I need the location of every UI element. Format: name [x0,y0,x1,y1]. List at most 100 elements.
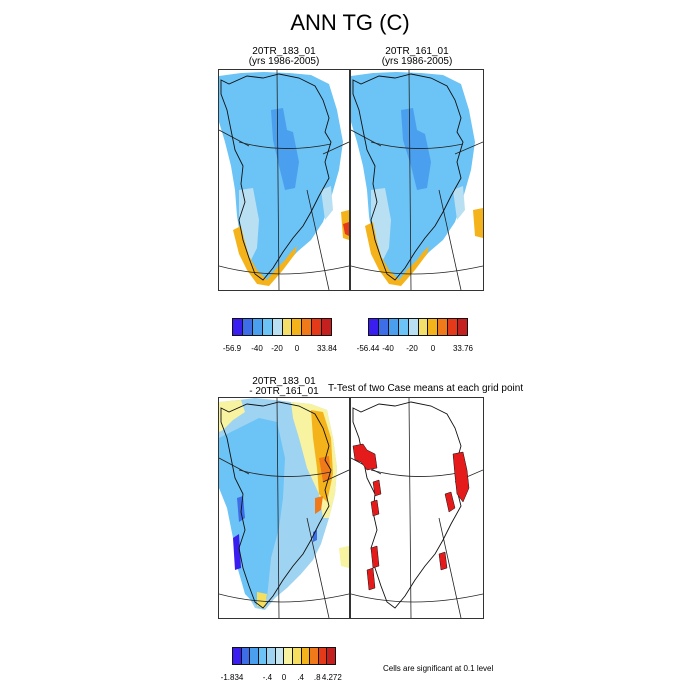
panel1-latitude-line [219,265,349,275]
colorbar-2-swatch [388,319,399,335]
panel4-title: T-Test of two Case means at each grid po… [328,383,524,394]
panel1-map [218,69,350,291]
panel4-latitude-line [370,469,464,477]
panel2-latitude-line [370,141,464,149]
panel1-warm-rim [233,226,297,286]
panel2-warm-east [473,208,483,238]
panel1-lightblue-east [321,186,333,220]
colorbar-2 [368,318,468,336]
panel2-lightblue-east [453,186,465,220]
panel1-title-line1: 20TR_183_01 [252,46,316,57]
panel4-map [350,397,484,619]
panel3-title-line1: 20TR_183_01 [252,376,316,387]
colorbar-1-swatch [233,319,243,335]
panel4-significant-cells [444,491,456,513]
colorbar-1-swatch [302,319,313,335]
significance-note: Cells are significant at 0.1 level [383,664,494,673]
panel3-deep-blue-west [233,534,241,570]
panel4-significant-cells [438,551,448,571]
panel4-significant-cells [370,499,380,517]
colorbar-3-swatch [250,648,259,664]
panel3-yellow-south [257,592,267,608]
panel1-title: 20TR_183_01 (yrs 1986-2005) [218,47,350,67]
colorbar-2-tick: 33.76 [452,344,474,353]
colorbar-1-tick: -56.9 [222,344,242,353]
panel3-title: 20TR_183_01 - 20TR_161_01 [218,377,350,397]
panel2-title-line1: 20TR_161_01 [385,46,449,57]
colorbar-3-swatch [267,648,276,664]
panel1-interior-cold [271,108,299,190]
colorbar-2-tick: -20 [406,344,418,353]
panel2-meridian-lines [351,70,483,290]
colorbar-3-swatch [284,648,294,664]
panel2-warm-rim [365,222,429,286]
panel3-map [218,397,350,619]
panel4-latitude-line [351,593,483,603]
panel2-title-line2: (yrs 1986-2005) [381,56,453,67]
panel3-yellow-se [339,546,349,568]
colorbar-3-tick: 0 [281,673,287,682]
panel2-coastline [352,73,464,281]
colorbar-3-swatch [241,648,251,664]
colorbar-1-swatch [272,319,283,335]
panel4-significant-cells [366,567,376,591]
panel2-map [350,69,484,291]
colorbar-1-swatch [282,319,293,335]
figure-title: ANN TG (C) [290,10,410,35]
colorbar-1-swatch [252,319,263,335]
colorbar-3-tick: 4.272 [321,673,342,682]
colorbar-1-tick: 0 [294,344,300,353]
colorbar-2-swatch [438,319,449,335]
colorbar-1-swatch [242,319,253,335]
panel1-coastline [220,73,332,281]
panel2-title: 20TR_161_01 (yrs 1986-2005) [350,47,484,67]
panel3-latitude-line [219,593,349,603]
colorbar-1-tick: 33.84 [316,344,338,353]
panel3-hot-east [315,496,323,514]
colorbar-3-tick: .8 [313,673,321,682]
colorbar-3-swatch [233,648,242,664]
colorbar-1-swatch [262,319,273,335]
colorbar-2-swatch [369,319,379,335]
panel4-significant-cells [372,479,382,497]
panel4-coastline [352,401,464,609]
colorbar-1-swatch [312,319,323,335]
colorbar-3-swatch [301,648,311,664]
panel3-coastline [220,401,332,609]
panel3-title-line2: - 20TR_161_01 [249,386,319,397]
colorbar-1-labels: -56.9 -40 -20 0 33.84 [223,344,337,354]
colorbar-1-swatch [322,319,332,335]
panel1-hot-east [343,222,349,236]
colorbar-3-swatch [258,648,268,664]
colorbar-2-swatch [448,319,459,335]
panel1-latitude-line [238,141,332,149]
panel4-significant-cells [370,545,380,569]
colorbar-3 [232,647,336,665]
panel1-title-line2: (yrs 1986-2005) [248,56,320,67]
colorbar-3-swatch [318,648,328,664]
panel3-hot-east [319,456,331,482]
colorbar-3-swatch [327,648,335,664]
colorbar-2-tick: -56.44 [356,344,380,353]
panel2-interior-cold [401,108,431,190]
colorbar-2-swatch [428,319,439,335]
colorbar-3-labels: -1.834 -.4 0 .4 .8 4.272 [221,673,342,683]
colorbar-2-swatch [458,319,468,335]
panel4-title-line1: T-Test of two Case means at each grid po… [328,383,524,394]
colorbar-2-swatch [418,319,429,335]
colorbar-1-tick: -40 [251,344,263,353]
panel4-significant-cells [352,443,378,471]
colorbar-2-labels: -56.44 -40 -20 0 33.76 [357,344,473,354]
colorbar-3-tick: .4 [297,673,304,682]
colorbar-1 [232,318,332,336]
colorbar-3-tick: -.4 [262,673,273,682]
colorbar-3-swatch [293,648,302,664]
colorbar-2-swatch [408,319,419,335]
panel4-significant-cells [452,451,470,503]
colorbar-2-swatch [378,319,389,335]
panel1-meridian-lines [219,70,349,290]
colorbar-2-tick: 0 [430,344,436,353]
colorbar-3-tick: -1.834 [220,673,244,682]
colorbar-1-swatch [292,319,303,335]
panel2-latitude-line [351,265,483,275]
